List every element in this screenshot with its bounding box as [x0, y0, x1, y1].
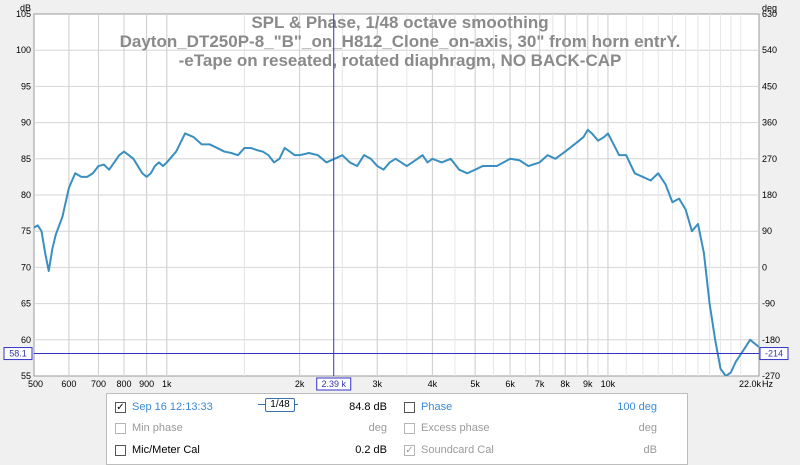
y-tick-label-right: 180: [762, 190, 777, 200]
x-tick-label: 4k: [428, 379, 438, 389]
phase-label: Phase: [421, 401, 453, 413]
mic-cal-value: 0.2 dB: [355, 444, 387, 456]
cursor-x-label: 2.39 k: [321, 379, 346, 389]
soundcard-cal-label: Soundcard Cal: [421, 444, 494, 456]
smoothing-selector[interactable]: 1/48: [265, 398, 295, 412]
y-tick-label-left: 55: [21, 371, 31, 381]
spl-series-line: [34, 128, 759, 376]
cursor-y-label-right: -214: [765, 349, 783, 359]
x-tick-label: 700: [91, 379, 106, 389]
grid: [34, 14, 759, 376]
x-tick-label: 6k: [505, 379, 515, 389]
legend-panel: ✓ Sep 16 12:13:33 84.8 dB Min phase deg …: [106, 393, 688, 465]
spl-phase-chart[interactable]: SPL & Phase, 1/48 octave smoothingDayton…: [0, 0, 800, 392]
legend-row-soundcard-cal: ✓ Soundcard Cal: [404, 441, 494, 459]
cursor[interactable]: 2.39 k 58.1 -214: [3, 14, 789, 391]
legend-row-min-phase: Min phase: [115, 419, 183, 437]
soundcard-cal-checkbox: ✓: [404, 444, 415, 456]
x-tick-label: 7k: [535, 379, 545, 389]
legend-row-mic-cal[interactable]: Mic/Meter Cal: [115, 441, 200, 459]
y-tick-label-left: 65: [21, 299, 31, 309]
y-tick-label-left: 70: [21, 262, 31, 272]
y-tick-label-left: 90: [21, 118, 31, 128]
y-tick-label-right: -180: [762, 335, 780, 345]
y-tick-label-right: 270: [762, 154, 777, 164]
y-tick-label-right: 540: [762, 45, 777, 55]
y-tick-label-left: 95: [21, 81, 31, 91]
x-tick-label: 500: [28, 379, 43, 389]
series-layer: [34, 128, 759, 376]
x-tick-label: 10k: [601, 379, 616, 389]
y-tick-label-left: 80: [21, 190, 31, 200]
x-tick-label: 22.0k: [739, 379, 762, 389]
x-tick-label: 600: [61, 379, 76, 389]
min-phase-value: deg: [368, 422, 387, 434]
phase-checkbox[interactable]: [404, 401, 415, 413]
y-tick-label-right: 0: [762, 262, 767, 272]
cursor-y-box-right: [759, 347, 789, 361]
mic-cal-checkbox[interactable]: [115, 444, 126, 456]
x-tick-label: 2k: [295, 379, 305, 389]
measurement-value: 84.8 dB: [349, 401, 387, 413]
excess-phase-checkbox: [404, 422, 415, 434]
excess-phase-label: Excess phase: [421, 422, 490, 434]
title-line: Dayton_DT250P-8_"B"_on_H812_Clone_on-axi…: [120, 32, 681, 51]
chart-title: SPL & Phase, 1/48 octave smoothingDayton…: [120, 13, 681, 70]
y-tick-label-left: 60: [21, 335, 31, 345]
cursor-x-box: [316, 377, 352, 391]
y-tick-label-left: 85: [21, 154, 31, 164]
x-tick-label: 900: [139, 379, 154, 389]
x-tick-label: 1k: [162, 379, 172, 389]
check-icon: ✓: [116, 401, 125, 413]
title-line: -eTape on reseated, rotated diaphragm, N…: [179, 51, 622, 70]
y-tick-label-right: 630: [762, 9, 777, 19]
y-tick-label-left: 100: [16, 45, 31, 55]
y-tick-label-right: -270: [762, 371, 780, 381]
y-tick-label-right: -90: [762, 299, 775, 309]
y-unit-right: deg: [762, 3, 777, 13]
x-tick-label: 5k: [470, 379, 480, 389]
legend-row-measurement[interactable]: ✓ Sep 16 12:13:33: [115, 398, 213, 416]
check-icon: ✓: [405, 444, 414, 456]
x-unit: Hz: [762, 379, 773, 389]
y-tick-label-right: 360: [762, 118, 777, 128]
min-phase-label: Min phase: [132, 422, 183, 434]
y-unit-left: dB: [20, 3, 31, 13]
x-tick-label: 8k: [560, 379, 570, 389]
cursor-y-box-left: [3, 347, 33, 361]
measurement-checkbox[interactable]: ✓: [115, 401, 126, 413]
y-tick-label-right: 90: [762, 226, 772, 236]
measurement-label: Sep 16 12:13:33: [132, 401, 213, 413]
excess-phase-value: deg: [638, 422, 657, 434]
y-tick-label-right: 450: [762, 81, 777, 91]
mic-cal-label: Mic/Meter Cal: [132, 444, 200, 456]
min-phase-checkbox: [115, 422, 126, 434]
x-tick-label: 800: [117, 379, 132, 389]
phase-value: 100 deg: [617, 401, 657, 413]
cursor-y-label-left: 58.1: [9, 349, 27, 359]
legend-row-excess-phase: Excess phase: [404, 419, 489, 437]
y-tick-label-left: 105: [16, 9, 31, 19]
title-line: SPL & Phase, 1/48 octave smoothing: [251, 13, 548, 32]
legend-row-phase[interactable]: Phase: [404, 398, 452, 416]
soundcard-cal-value: dB: [643, 444, 657, 456]
x-tick-label: 9k: [583, 379, 593, 389]
y-tick-label-left: 75: [21, 226, 31, 236]
x-tick-label: 3k: [373, 379, 383, 389]
